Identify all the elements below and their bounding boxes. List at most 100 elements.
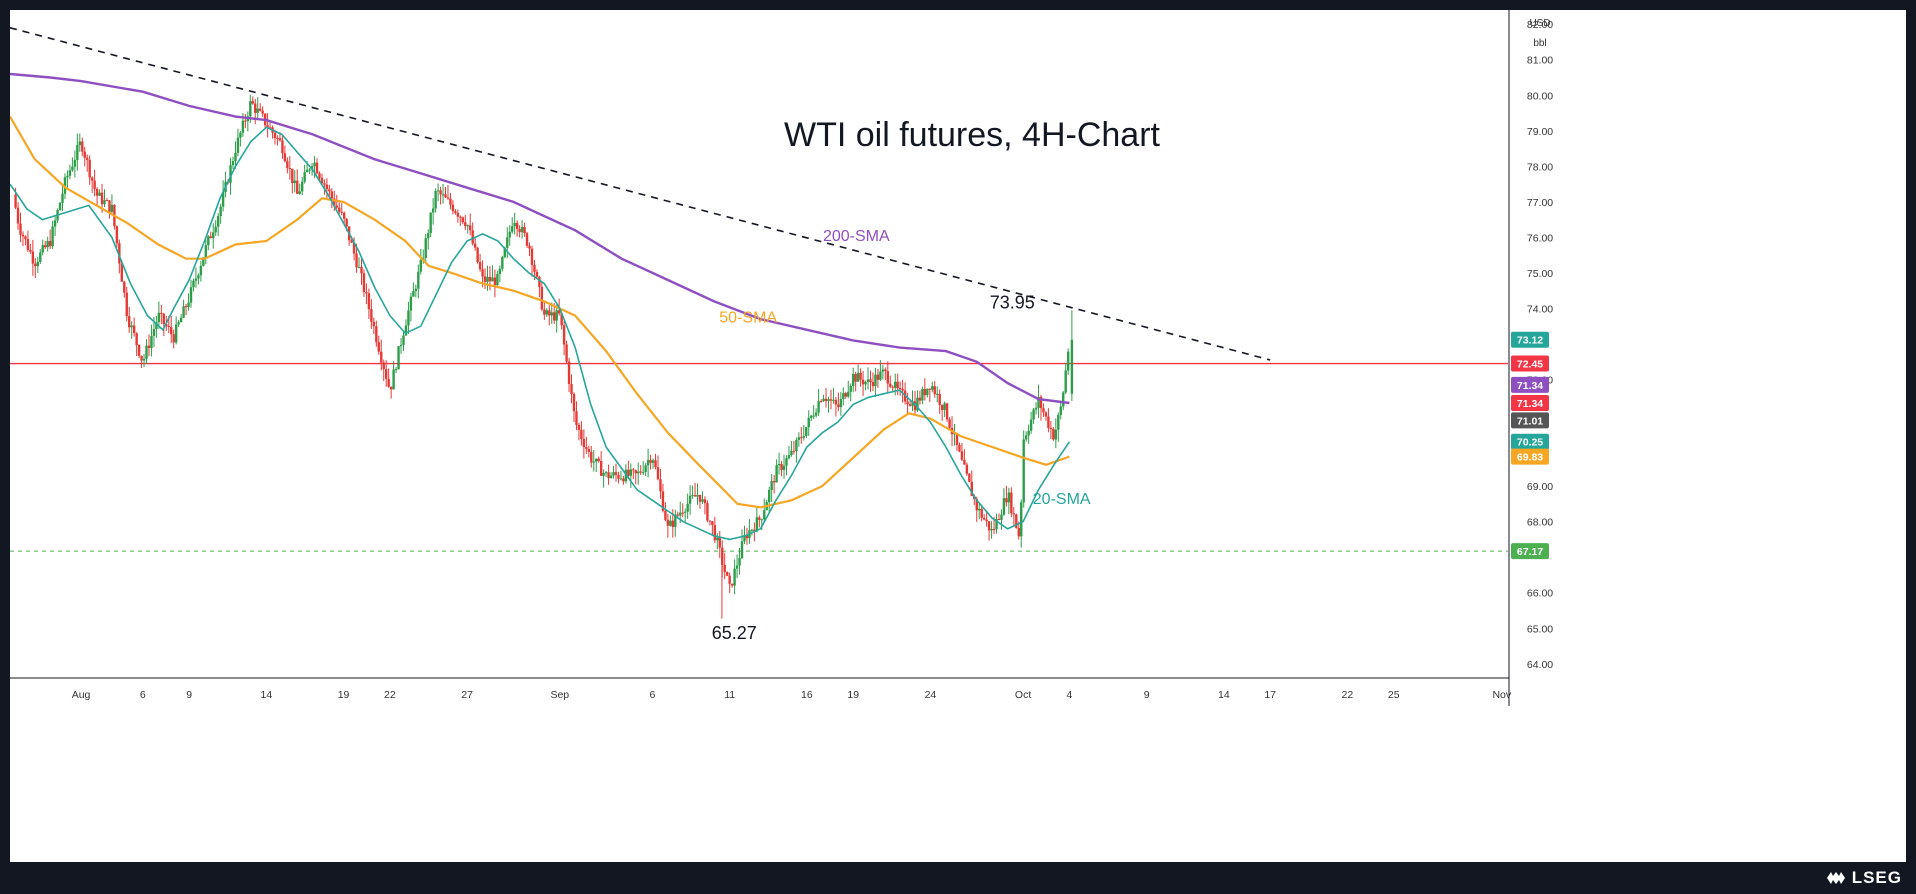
candle-body	[261, 110, 264, 114]
candle-body	[394, 369, 398, 371]
candle-body	[604, 472, 608, 474]
x-tick-label: 6	[140, 689, 146, 701]
candle-body	[429, 212, 432, 234]
candle-body	[409, 296, 413, 311]
candle-body	[132, 325, 136, 334]
candle-body	[1052, 428, 1055, 440]
price-label-text: 67.17	[1517, 546, 1543, 558]
y-tick-label: 69.00	[1527, 481, 1553, 493]
candle-body	[970, 481, 974, 497]
candle-body	[654, 460, 657, 468]
candle-body	[44, 245, 47, 248]
candle-body	[1010, 492, 1013, 514]
candle-body	[1027, 430, 1030, 436]
candle-body	[940, 404, 944, 410]
candle-body	[137, 345, 141, 356]
candle-body	[656, 467, 660, 480]
candle-body	[380, 351, 383, 363]
candle-body	[740, 541, 744, 559]
candle-body	[948, 419, 951, 428]
candle-body	[567, 361, 571, 385]
candle-body	[110, 204, 114, 212]
candle-body	[785, 458, 788, 466]
series-20-sma-line	[10, 126, 1071, 541]
candle-body	[889, 383, 892, 387]
candle-body	[916, 397, 919, 411]
candle-body	[503, 248, 507, 257]
x-tick-label: 22	[1342, 689, 1354, 701]
candle-body	[93, 180, 96, 189]
candle-body	[493, 277, 497, 286]
x-tick-label: Sep	[550, 689, 569, 701]
candle-body	[382, 362, 385, 370]
candle-body	[283, 153, 287, 162]
candle-body	[145, 345, 148, 359]
candle-body	[565, 344, 568, 362]
price-label-box	[1511, 331, 1549, 348]
candle-body	[501, 256, 504, 269]
candle-body	[254, 103, 257, 113]
candle-body	[886, 371, 889, 384]
candle-body	[664, 510, 667, 520]
candle-body	[753, 529, 756, 532]
candle-body	[849, 385, 852, 392]
candle-body	[696, 494, 699, 497]
candle-body	[239, 132, 242, 138]
x-tick-label: Oct	[1015, 689, 1031, 701]
candle-body	[189, 287, 193, 303]
candle-body	[619, 478, 623, 480]
candle-body	[469, 225, 472, 231]
candle-body	[839, 399, 843, 408]
candle-body	[898, 388, 902, 390]
candle-body	[249, 101, 252, 117]
candle-body	[229, 165, 232, 183]
candle-body	[760, 519, 763, 521]
candle-body	[108, 200, 111, 212]
candle-body	[170, 326, 173, 335]
candle-body	[832, 399, 835, 401]
candle-body	[483, 276, 487, 282]
candle-body	[599, 461, 603, 476]
candle-body	[908, 404, 912, 406]
price-label-box	[1511, 433, 1549, 450]
candle-body	[375, 326, 378, 343]
candle-body	[871, 382, 875, 387]
candle-body	[807, 417, 810, 428]
price-label-text: 70.25	[1517, 437, 1543, 449]
candle-body	[639, 471, 642, 473]
candle-body	[414, 288, 418, 292]
candle-body	[708, 520, 712, 522]
candle-body	[199, 265, 203, 276]
candle-body	[686, 503, 689, 512]
candle-body	[194, 278, 198, 281]
candle-body	[866, 379, 870, 382]
candle-body	[51, 226, 54, 247]
candle-body	[641, 471, 645, 473]
candle-body	[738, 558, 741, 566]
candle-body	[829, 399, 833, 401]
candle-body	[1022, 439, 1025, 503]
candle-body	[530, 248, 534, 265]
price-label-text: 71.34	[1517, 398, 1543, 410]
candle-body	[770, 480, 773, 491]
candle-body	[325, 184, 329, 190]
candle-body	[1002, 498, 1006, 515]
candle-body	[570, 384, 573, 394]
x-tick-label: 9	[186, 689, 192, 701]
candle-body	[402, 335, 405, 345]
candle-body	[313, 162, 316, 167]
candle-body	[83, 151, 86, 158]
candle-body	[945, 403, 949, 420]
candle-body	[933, 386, 936, 395]
candle-body	[651, 460, 655, 463]
candle-body	[140, 355, 143, 361]
candle-body	[417, 271, 420, 289]
candle-body	[216, 216, 220, 227]
candle-body	[557, 310, 561, 314]
price-label-box	[1511, 376, 1549, 393]
candle-body	[869, 379, 872, 383]
candle-body	[100, 192, 104, 205]
candle-body	[236, 137, 240, 153]
candle-body	[34, 263, 37, 267]
candle-body	[649, 459, 652, 463]
